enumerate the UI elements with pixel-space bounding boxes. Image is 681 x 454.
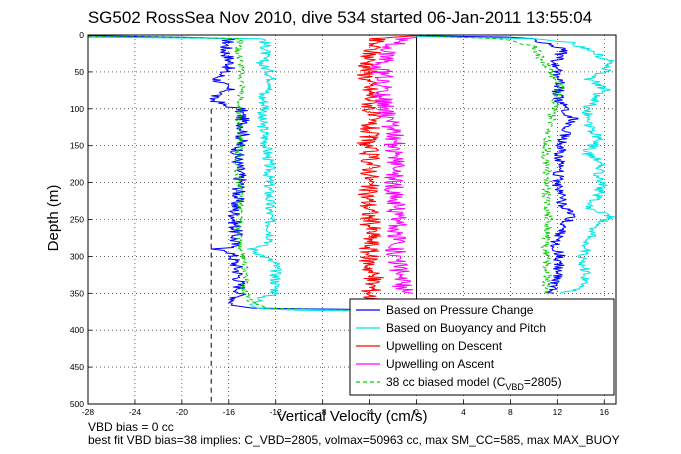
series-upwelling_ascent [370, 36, 417, 294]
legend-box [349, 298, 615, 396]
y-tick-label: 200 [70, 178, 84, 188]
x-tick-label: -8 [319, 407, 327, 417]
legend-label: Based on Pressure Change [386, 303, 534, 317]
y-tick-labels: 0 50 100 150 200 250 300 350 400 450 500 [70, 30, 92, 409]
x-tick-label: -28 [82, 407, 95, 417]
x-tick-label: 12 [553, 407, 563, 417]
y-tick-label: 100 [70, 104, 84, 114]
y-tick-label: 300 [70, 251, 84, 261]
x-tick-labels: -28 -24 -20 -16 -12 -8 -4 0 4 8 12 16 [82, 400, 609, 417]
x-tick-label: 16 [600, 407, 610, 417]
y-tick-label: 350 [70, 288, 84, 298]
series-upwelling_descent [356, 35, 417, 309]
series-group [87, 35, 615, 313]
x-tick-label: -16 [223, 407, 236, 417]
x-tick-label: 8 [508, 407, 513, 417]
reference-lines [210, 35, 418, 404]
series-descent_buoyancy [87, 36, 417, 313]
x-tick-label: 4 [461, 407, 466, 417]
footer-line-1: VBD bias = 0 cc [88, 420, 174, 434]
series-ascent_buoyancy [416, 36, 615, 294]
chart-title: SG502 RossSea Nov 2010, dive 534 started… [88, 8, 592, 27]
legend-label: Based on Buoyancy and Pitch [386, 321, 546, 335]
y-tick-label: 400 [70, 325, 84, 335]
x-tick-label: 0 [414, 407, 419, 417]
y-tick-label: 50 [75, 67, 85, 77]
x-axis-label: Vertical Velocity (cm/s) [277, 408, 428, 425]
legend: Based on Pressure Change Based on Buoyanc… [349, 298, 615, 396]
y-axis-label: Depth (m) [45, 185, 62, 252]
x-tick-label: -4 [366, 407, 374, 417]
y-tick-label: 0 [79, 30, 84, 40]
series-ascent_model [416, 35, 565, 294]
series-descent_pressure [87, 35, 417, 313]
x-tick-label: -12 [270, 407, 283, 417]
series-ascent_pressure [416, 35, 579, 294]
legend-label: Upwelling on Descent [386, 339, 503, 353]
x-tick-label: -24 [129, 407, 142, 417]
x-tick-label: -20 [176, 407, 189, 417]
legend-label: Upwelling on Ascent [386, 357, 495, 371]
y-tick-label: 250 [70, 215, 84, 225]
y-tick-label: 450 [70, 362, 84, 372]
y-tick-label: 500 [70, 399, 84, 409]
footer-line-2: best fit VBD bias=38 implies: C_VBD=2805… [88, 433, 620, 447]
y-tick-label: 150 [70, 141, 84, 151]
